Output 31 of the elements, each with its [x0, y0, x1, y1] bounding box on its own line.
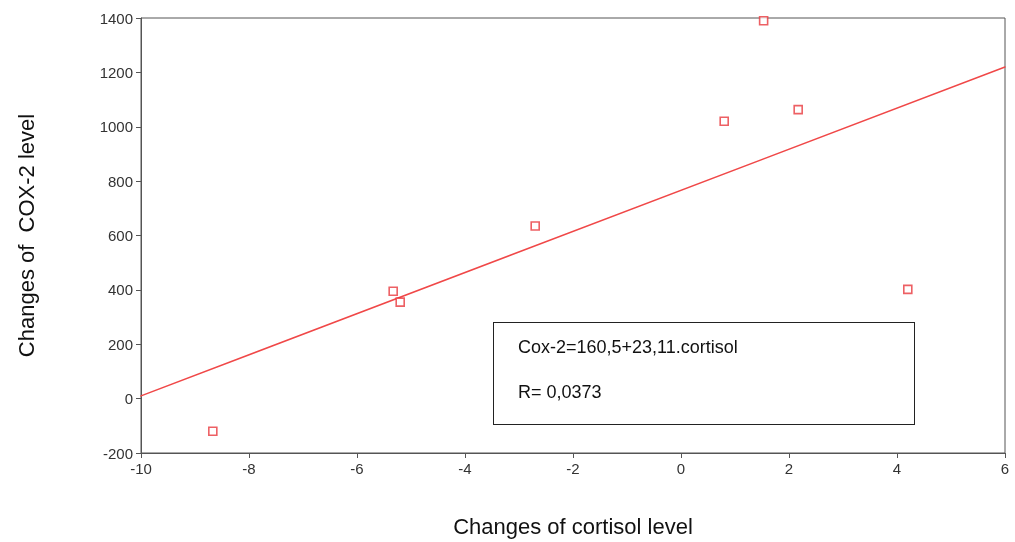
x-axis-title: Changes of cortisol level — [453, 513, 693, 539]
x-tick-label: -8 — [242, 460, 256, 477]
x-tick-label: -6 — [350, 460, 364, 477]
point — [208, 426, 218, 437]
x-tick-label: 0 — [676, 460, 686, 477]
y-tick-label: -200 — [102, 444, 133, 462]
point — [758, 15, 769, 26]
x-tick-label: 6 — [1000, 460, 1010, 477]
point — [530, 221, 540, 231]
y-tick-label: 0 — [124, 390, 133, 408]
y-tick-label: 600 — [107, 227, 133, 244]
y-tick-label: 1400 — [99, 9, 133, 27]
x-tick-label: -2 — [566, 460, 580, 477]
y-axis-title: Changes of COX-2 level — [13, 113, 39, 358]
annotation: Cox-2=160,5+23,11.cortisol — [518, 337, 738, 358]
x-tick-label: 2 — [784, 460, 794, 477]
point — [388, 286, 398, 297]
x-tick-label: 4 — [892, 460, 902, 477]
point — [395, 297, 405, 307]
y-tick-label: 200 — [107, 335, 133, 353]
y-tick-label: 1200 — [99, 63, 133, 81]
annotation: R= 0,0373 — [518, 382, 602, 403]
point — [719, 116, 729, 127]
x-tick-label: -10 — [130, 460, 152, 477]
x-tick-label: -4 — [458, 460, 472, 477]
point — [793, 104, 803, 115]
text-box: Cox-2=160,5+23,11.cortisol R= 0,0373 — [493, 322, 915, 425]
point — [903, 284, 913, 295]
y-tick-label: 1000 — [99, 118, 133, 136]
y-tick-label: 800 — [107, 172, 133, 190]
y-tick-label: 400 — [107, 281, 133, 299]
